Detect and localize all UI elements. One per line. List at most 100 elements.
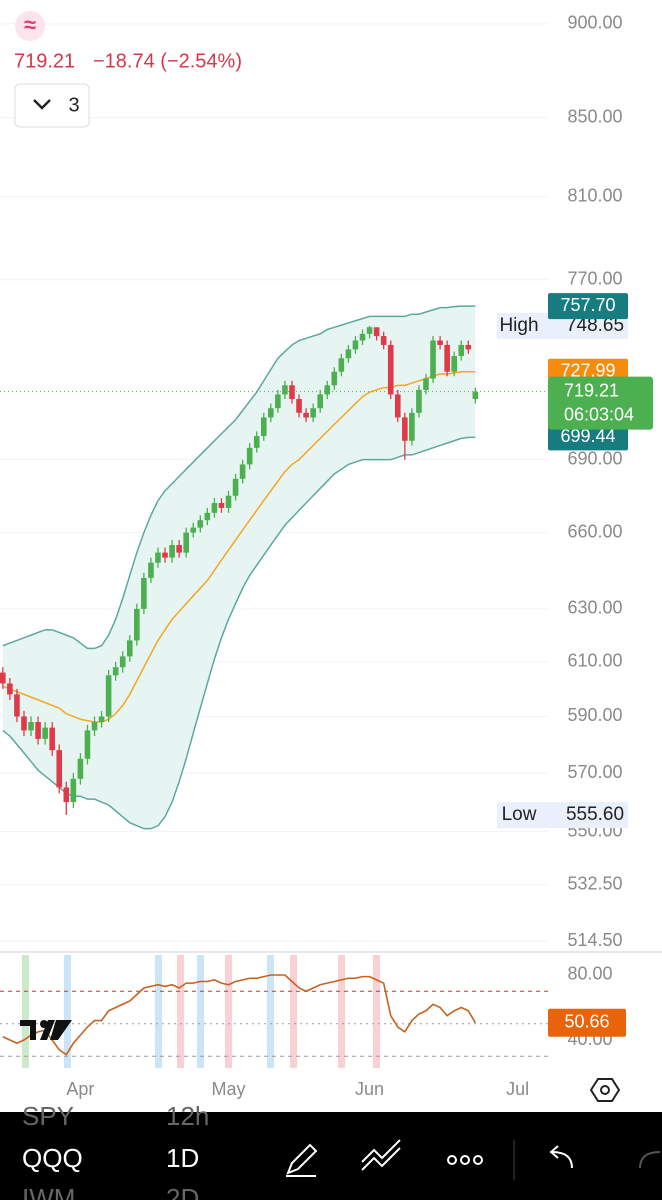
candle-body <box>303 412 309 418</box>
candle-body <box>239 464 246 479</box>
candle-body <box>373 327 380 337</box>
plot <box>2 974 477 1056</box>
extreme-label: 748.65 <box>566 315 624 336</box>
candle-body <box>70 778 77 803</box>
highlight <box>22 955 29 1068</box>
candle-body <box>225 495 232 508</box>
highlight <box>338 955 345 1068</box>
candle-body <box>430 340 436 379</box>
interval-item[interactable]: 1D <box>166 1143 199 1173</box>
candle-body <box>444 344 450 372</box>
trend-button[interactable] <box>361 1139 401 1171</box>
logo <box>20 1020 72 1040</box>
candle-body <box>35 722 41 739</box>
candle-body <box>260 417 267 437</box>
y-tick-label: 532.50 <box>567 873 622 893</box>
highlight <box>267 955 274 1068</box>
candle-body <box>211 503 218 513</box>
candle-body <box>155 552 161 563</box>
candle-body <box>268 408 274 418</box>
candle-body <box>380 336 387 345</box>
symbol-item[interactable]: SPY <box>22 1101 74 1131</box>
redo-button[interactable] <box>639 1151 661 1169</box>
candle-body <box>7 683 13 695</box>
candle-body <box>14 694 20 717</box>
interval-item[interactable]: 12h <box>166 1101 209 1131</box>
extreme-box <box>497 801 628 828</box>
x-tick-label: Jul <box>506 1079 529 1099</box>
candle-body <box>176 545 182 553</box>
candle-body <box>437 340 443 345</box>
candle-body <box>126 640 133 657</box>
interval-item[interactable]: 2D <box>166 1183 199 1200</box>
candle-body <box>352 340 359 350</box>
candle-body <box>275 394 281 409</box>
highlight <box>64 955 71 1068</box>
y-tick-label: 590.00 <box>567 705 622 725</box>
candle-body <box>42 727 48 739</box>
x-tick-label: Jun <box>355 1079 384 1099</box>
candle-body <box>359 333 366 341</box>
price-tag <box>548 424 628 451</box>
y-tick-label: 570.00 <box>567 762 622 782</box>
candle-body <box>232 478 239 496</box>
candle-body <box>28 722 34 731</box>
candle-body <box>21 716 27 731</box>
draw-button[interactable] <box>286 1143 318 1177</box>
candle-body <box>394 394 401 418</box>
symbol-item[interactable]: QQQ <box>22 1143 83 1173</box>
candle-body <box>134 608 140 641</box>
candle-body <box>345 349 352 359</box>
candle-body <box>338 358 345 372</box>
indicator-count: 3 <box>68 94 79 116</box>
candle-body <box>310 408 316 418</box>
candle-body <box>451 356 457 372</box>
candle-body <box>169 545 175 558</box>
y-tick-label: 630.00 <box>567 598 622 618</box>
candle-body <box>148 562 154 578</box>
extreme-name: High <box>499 315 538 336</box>
x-tick-label: Apr <box>66 1079 94 1099</box>
header: ≈ 719.21 −18.74 (−2.54%) 3 <box>14 11 242 128</box>
rsi-highlights <box>22 955 380 1068</box>
candle-body <box>98 716 105 723</box>
candle-body <box>77 758 84 779</box>
candle-body <box>366 327 373 334</box>
indicator-toggle[interactable] <box>14 83 90 128</box>
candle-body <box>416 389 422 413</box>
price-pane: 900.00 850.00 810.00 770.00 690.00 660.00 630.… <box>0 13 653 1099</box>
band-line <box>2 305 476 650</box>
candle-body <box>387 344 394 395</box>
candle-body <box>84 730 91 759</box>
rsi-line <box>2 974 477 1056</box>
y-tick-label: 810.00 <box>567 185 622 205</box>
candle-body <box>204 512 211 521</box>
y-tick-label: 660.00 <box>567 521 622 541</box>
candle-body <box>423 378 429 390</box>
symbol-icon: ≈ <box>24 12 36 37</box>
candle-body <box>331 371 338 386</box>
plot <box>0 305 548 830</box>
candle-body <box>246 447 253 465</box>
candle-body <box>324 385 331 395</box>
candle-body <box>112 667 119 676</box>
more-button[interactable] <box>447 1155 483 1165</box>
chevron <box>33 99 51 110</box>
candle-body <box>162 552 168 558</box>
candle-body <box>282 385 288 395</box>
candle-body <box>91 722 98 731</box>
price-tag-label: 757.70 <box>560 295 615 315</box>
candle-body <box>409 412 415 441</box>
undo-button[interactable] <box>549 1145 573 1169</box>
candle-body <box>465 344 472 350</box>
settings-button[interactable] <box>589 1078 621 1102</box>
price-tag-label: 719.21 <box>564 380 619 400</box>
symbol-item[interactable]: IWM <box>22 1183 75 1200</box>
price-tag <box>548 376 653 430</box>
y-tick-label: 850.00 <box>567 106 622 126</box>
extreme-name: Low <box>502 804 537 825</box>
candle-body <box>289 385 295 400</box>
